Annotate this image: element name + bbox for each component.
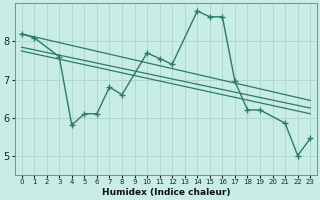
X-axis label: Humidex (Indice chaleur): Humidex (Indice chaleur) xyxy=(102,188,230,197)
